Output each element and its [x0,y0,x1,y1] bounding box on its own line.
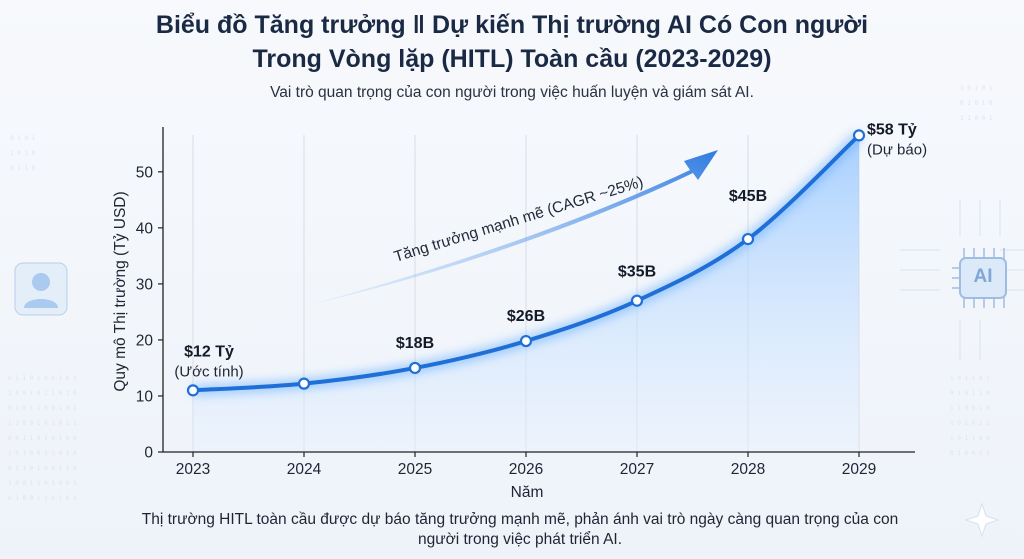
x-tick-label: 2028 [731,461,765,478]
user-icon [14,262,68,316]
chart-title: Biểu đồ Tăng trưởng ‖ Dự kiến Thị trường… [0,8,1024,76]
data-point [852,129,866,142]
data-label: $12 Tỷ [184,343,234,360]
x-tick-label: 2024 [287,461,322,478]
y-tick-label: 10 [136,388,154,405]
x-tick-label: 2023 [176,461,210,478]
x-tick-label: 2025 [398,461,432,478]
area-fill [193,135,859,453]
data-point [297,377,311,390]
ai-chip-icon: AI [944,238,1024,318]
y-tick-label: 30 [136,276,154,293]
chart-subtitle: Vai trò quan trọng của con người trong v… [270,84,754,101]
data-point [741,232,755,246]
data-label: $26B [507,308,545,325]
y-tick-label: 40 [136,220,154,237]
data-labels: $12 Tỷ (Ước tính) $18B $26B $35B $45B $58 Tỷ (D… [174,121,927,380]
data-label-note: (Ước tính) [174,363,243,380]
chart-footnote: Thị trường HITL toàn cầu được dự báo tăn… [110,510,930,550]
data-label: $45B [729,188,767,205]
x-axis-label: Năm [511,484,544,501]
x-tick-label: 2029 [842,461,876,478]
footnote-line2: người trong việc phát triển AI. [417,531,623,548]
data-label: $35B [618,264,656,281]
y-tick-label: 20 [136,332,154,349]
data-point [408,361,422,375]
data-point [630,294,644,307]
sparkle-icon [964,502,1000,538]
data-point [519,334,533,348]
chart-title-line1: Biểu đồ Tăng trưởng ‖ Dự kiến Thị trường… [155,11,869,39]
growth-annotation: Tăng trưởng mạnh mẽ (CAGR ~25%) [392,174,645,266]
data-points [186,129,866,397]
ai-chip-label: AI [973,266,993,287]
data-label-note: (Dự báo) [867,141,927,158]
y-axis-label: Quy mô Thị trường (Tỷ USD) [112,191,129,391]
footnote-line1: Thị trường HITL toàn cầu được dự báo tăn… [141,511,899,528]
x-tick-label: 2026 [509,461,543,478]
y-tick-label: 50 [136,164,154,181]
data-label: $18B [396,335,434,352]
data-label: $58 Tỷ [867,121,917,138]
chart-title-line2: Trong Vòng lặp (HITL) Toàn cầu (2023-202… [252,45,772,73]
axes: 0 10 20 30 40 50 2023 2024 2025 2026 2027 2028 2029 [136,127,915,478]
y-tick-label: 0 [144,445,153,462]
x-tick-label: 2027 [620,461,654,478]
data-point [186,384,200,397]
